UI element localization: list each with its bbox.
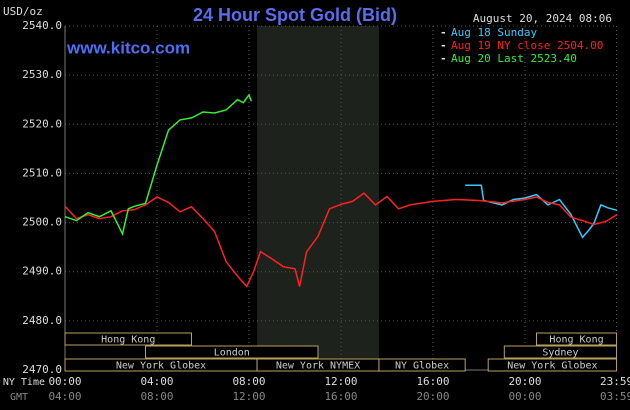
series-line (64, 93, 253, 237)
x2-tick-label: 20:00 (416, 390, 449, 403)
session-box (64, 332, 192, 346)
y-tick-label: 2480.0 (22, 314, 62, 327)
x-tick-label: 20:00 (508, 375, 541, 388)
x2-tick-label: 04:00 (48, 390, 81, 403)
y-tick-label: 2530.0 (22, 68, 62, 81)
x-tick-label: 04:00 (140, 375, 173, 388)
y-tick-label: 2520.0 (22, 117, 62, 130)
series-line (465, 184, 618, 239)
y-tick-label: 2540.0 (22, 19, 62, 32)
y-tick-label: 2500.0 (22, 216, 62, 229)
x2-tick-label: 00:00 (508, 390, 541, 403)
shaded-region (257, 26, 379, 370)
session-box (503, 345, 618, 359)
session-box (487, 358, 618, 372)
legend-marker: - (440, 52, 447, 65)
session-label: NY Globex (395, 361, 449, 372)
watermark: www.kitco.com (66, 38, 190, 57)
x-axis-label: NY Time (3, 377, 45, 388)
x2-tick-label: 16:00 (324, 390, 357, 403)
x2-tick-label: 03:59 (600, 390, 630, 403)
session-box (378, 358, 466, 372)
session-label: Hong Kong (101, 335, 155, 346)
chart-title: 24 Hour Spot Gold (Bid) (193, 5, 397, 25)
x-tick-label: 08:00 (232, 375, 265, 388)
x-tick-label: 23:59 (600, 375, 630, 388)
y-tick-label: 2510.0 (22, 166, 62, 179)
x2-axis-label: GMT (10, 392, 28, 403)
x-tick-label: 00:00 (48, 375, 81, 388)
timestamp: August 20, 2024 08:06 (473, 12, 612, 25)
session-box (145, 345, 319, 359)
legend-marker: - (440, 26, 447, 39)
y-tick-label: 2490.0 (22, 265, 62, 278)
y-axis-label: USD/oz (3, 5, 43, 18)
legend-entry: Aug 20 Last 2523.40 (451, 52, 577, 65)
session-label: New York Globex (116, 361, 206, 372)
y-tick-label: 2470.0 (22, 363, 62, 376)
session-label: New York Globex (507, 361, 597, 372)
session-label: New York NYMEX (276, 361, 360, 372)
series-line (64, 192, 618, 288)
x-tick-label: 12:00 (324, 375, 357, 388)
x2-tick-label: 08:00 (140, 390, 173, 403)
session-label: Hong Kong (549, 335, 603, 346)
session-label: Sydney (542, 348, 578, 359)
legend-entry: Aug 19 NY close 2504.00 (451, 39, 603, 52)
session-box (536, 332, 618, 346)
x2-tick-label: 12:00 (232, 390, 265, 403)
legend-entry: Aug 18 Sunday (451, 26, 537, 39)
x-tick-label: 16:00 (416, 375, 449, 388)
legend-marker: - (440, 39, 447, 52)
session-label: London (214, 348, 250, 359)
